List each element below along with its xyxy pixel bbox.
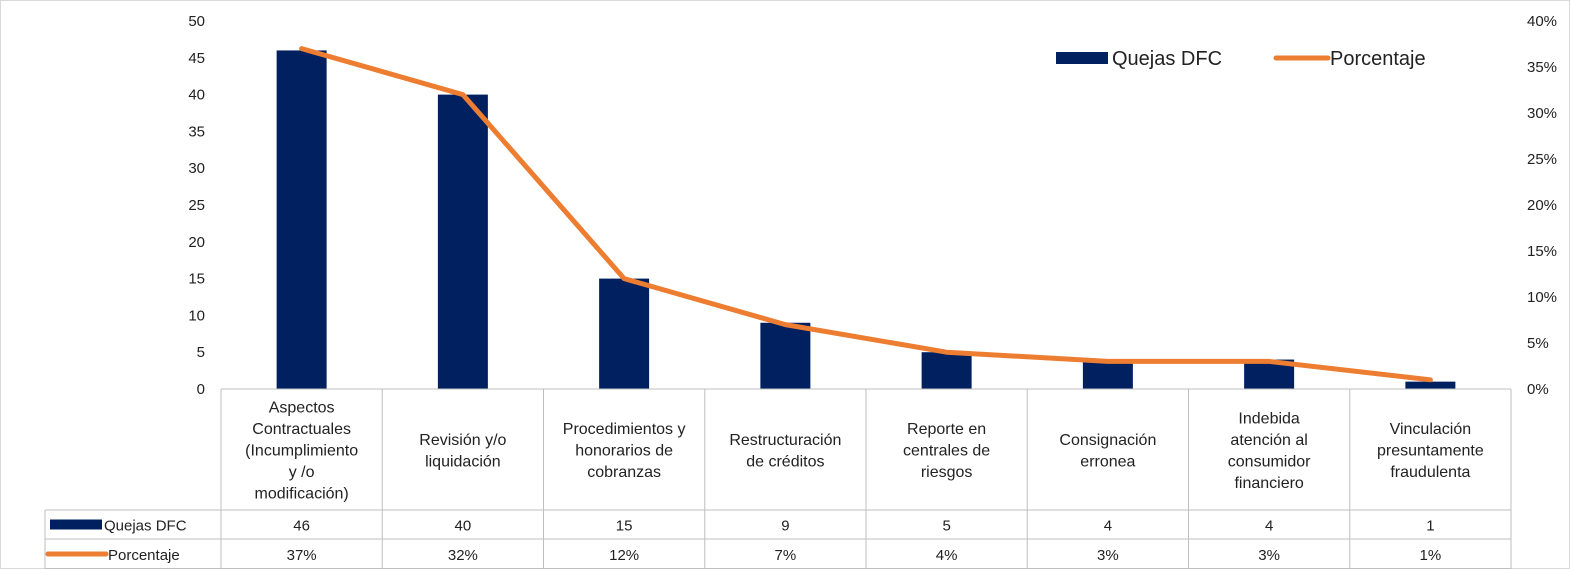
table-cell-value: 5 bbox=[942, 518, 950, 535]
left-axis-tick-label: 25 bbox=[188, 197, 205, 214]
table-cell-value: 40 bbox=[455, 518, 472, 535]
left-y-axis: 0 5 10 15 20 25 30 35 40 45 50 bbox=[188, 13, 205, 398]
category-label: Procedimientos y bbox=[563, 421, 686, 438]
right-y-axis: 0% 5% 10% 15% 20% 25% 30% 35% 40% bbox=[1527, 13, 1557, 398]
left-axis-tick-label: 20 bbox=[188, 234, 205, 251]
left-axis-tick-label: 5 bbox=[197, 344, 205, 361]
table-cell-value: 12% bbox=[609, 547, 639, 564]
category-label: erronea bbox=[1080, 453, 1135, 470]
category-label: riesgos bbox=[921, 464, 973, 481]
left-axis-tick-label: 30 bbox=[188, 160, 205, 177]
data-table: Aspectos Contractuales (Incumplimiento y /o… bbox=[44, 388, 1512, 569]
legend-key-quejas bbox=[1056, 52, 1108, 64]
left-axis-tick-label: 50 bbox=[188, 13, 205, 30]
table-cell-value: 9 bbox=[781, 518, 789, 535]
bar bbox=[1082, 359, 1133, 389]
category-label: financiero bbox=[1234, 475, 1303, 492]
category-label: Aspectos bbox=[269, 400, 335, 417]
category-label: cobranzas bbox=[587, 464, 661, 481]
right-axis-tick-label: 15% bbox=[1527, 243, 1557, 260]
bar bbox=[1405, 381, 1456, 389]
category-label: Reporte en bbox=[907, 421, 986, 438]
category-label: presuntamente bbox=[1377, 443, 1484, 460]
category-label: Vinculación bbox=[1390, 421, 1472, 438]
bar bbox=[276, 50, 327, 389]
table-cell-value: 4 bbox=[1265, 518, 1273, 535]
table-cell-value: 7% bbox=[775, 547, 797, 564]
category-label: y /o bbox=[289, 464, 315, 481]
left-axis-tick-label: 45 bbox=[188, 50, 205, 67]
bar bbox=[921, 352, 972, 389]
category-label: consumidor bbox=[1228, 453, 1311, 470]
right-axis-tick-label: 10% bbox=[1527, 289, 1557, 306]
legend: Quejas DFC Porcentaje bbox=[1056, 48, 1426, 70]
table-row-header: Porcentaje bbox=[108, 547, 180, 564]
percentage-line bbox=[299, 46, 1433, 383]
table-cell-value: 46 bbox=[293, 518, 310, 535]
table-cell-value: 1 bbox=[1426, 518, 1434, 535]
bar-series-quejas bbox=[276, 50, 1456, 389]
category-label: Restructuración bbox=[729, 432, 841, 449]
bar bbox=[437, 94, 488, 389]
right-axis-tick-label: 30% bbox=[1527, 105, 1557, 122]
table-cell-value: 1% bbox=[1420, 547, 1442, 564]
right-axis-tick-label: 40% bbox=[1527, 13, 1557, 30]
left-axis-tick-label: 0 bbox=[197, 381, 205, 398]
left-axis-tick-label: 35 bbox=[188, 123, 205, 140]
table-key-quejas bbox=[50, 519, 102, 530]
table-cell-value: 32% bbox=[448, 547, 478, 564]
bar bbox=[599, 278, 650, 389]
category-label: Indebida bbox=[1238, 410, 1299, 427]
table-cell-value: 37% bbox=[287, 547, 317, 564]
line-series-porcentaje bbox=[299, 46, 1433, 383]
left-axis-tick-label: 40 bbox=[188, 87, 205, 104]
category-label: centrales de bbox=[903, 443, 990, 460]
right-axis-tick-label: 35% bbox=[1527, 59, 1557, 76]
table-cell-value: 4 bbox=[1104, 518, 1112, 535]
table-cell-value: 4% bbox=[936, 547, 958, 564]
category-label: de créditos bbox=[746, 453, 824, 470]
left-axis-tick-label: 15 bbox=[188, 271, 205, 288]
category-label: Revisión y/o bbox=[419, 432, 506, 449]
category-label: (Incumplimiento bbox=[245, 443, 358, 460]
category-label: Consignación bbox=[1059, 432, 1156, 449]
table-row-header: Quejas DFC bbox=[104, 518, 187, 535]
category-label: atención al bbox=[1230, 432, 1307, 449]
category-label: fraudulenta bbox=[1390, 464, 1470, 481]
bar bbox=[760, 322, 811, 389]
table-cell-value: 15 bbox=[616, 518, 633, 535]
left-axis-tick-label: 10 bbox=[188, 307, 205, 324]
category-label: modificación) bbox=[254, 486, 348, 503]
right-axis-tick-label: 0% bbox=[1527, 381, 1549, 398]
legend-label: Quejas DFC bbox=[1112, 48, 1222, 70]
right-axis-tick-label: 25% bbox=[1527, 151, 1557, 168]
table-cell-value: 3% bbox=[1097, 547, 1119, 564]
category-label: liquidación bbox=[425, 453, 501, 470]
category-label: honorarios de bbox=[575, 443, 673, 460]
category-label: Contractuales bbox=[252, 421, 351, 438]
table-cell-value: 3% bbox=[1258, 547, 1280, 564]
legend-label: Porcentaje bbox=[1330, 48, 1426, 70]
right-axis-tick-label: 20% bbox=[1527, 197, 1557, 214]
right-axis-tick-label: 5% bbox=[1527, 335, 1549, 352]
